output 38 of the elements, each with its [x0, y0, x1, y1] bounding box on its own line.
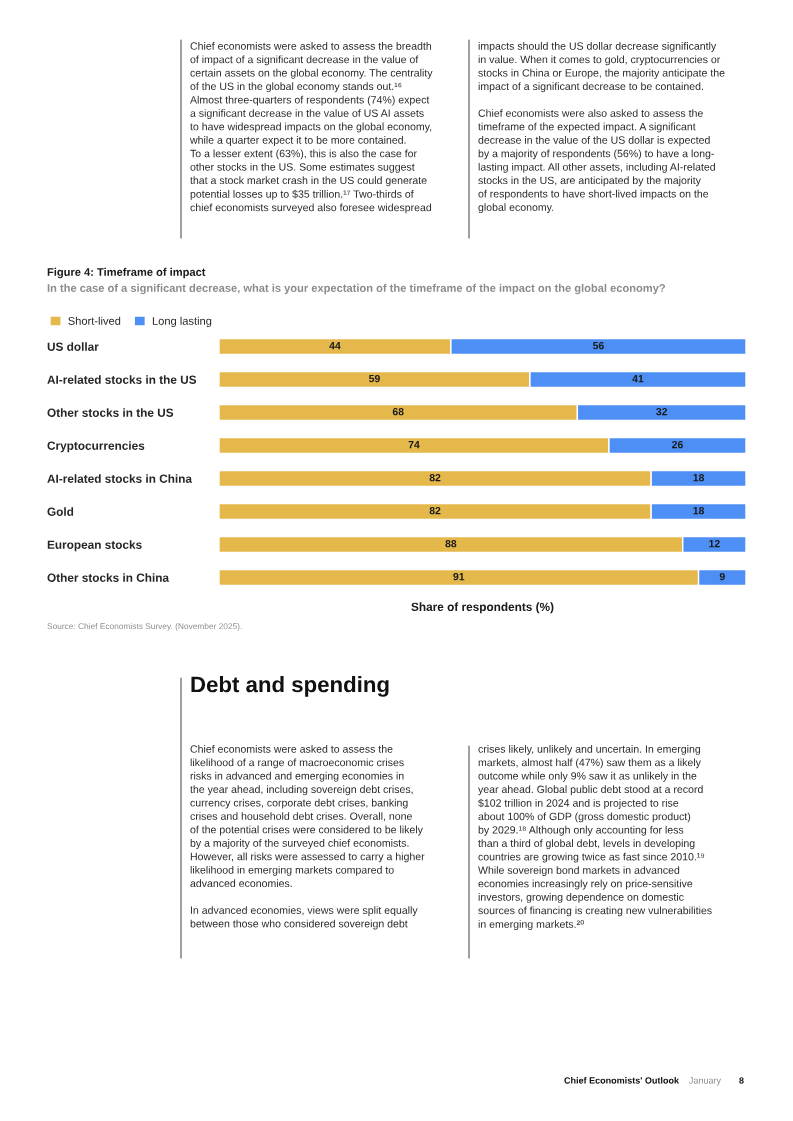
text: Chief economists were asked to assess the likelihood of a range of macroeconomic crises risks in advanced and emerging economies in the year ahead, including sovereign debt crises, currency crises, corporate debt crises, banking crises and household debt crises. Overall, none of the potential crises were considered to be likely by a majority of the surveyed chief economists. However, all risks were assessed to carry a higher likelihood in emerging markets compared to advanced economies. In advanced economies, views were split equally between those who considered sovereign debt — [190, 745, 425, 930]
y-tick-label: European stocks — [47, 540, 142, 552]
x-axis-title: Share of respondents (%) — [411, 602, 554, 614]
data-label: 82 — [429, 473, 441, 482]
data-label: 44 — [329, 342, 341, 350]
y-tick-label: Cryptocurrencies — [47, 441, 145, 453]
text: Debt and spending — [191, 676, 389, 697]
data-label: 82 — [429, 506, 441, 515]
data-label: 68 — [392, 407, 404, 416]
data-label: 18 — [693, 506, 705, 515]
text: 8 — [739, 1077, 744, 1084]
chart-subtitle: In the case of a significant decrease, what is your expectation of the timeframe of the impact on the global economy? — [47, 283, 666, 295]
data-label: 41 — [632, 375, 644, 383]
data-label: 59 — [368, 374, 380, 383]
data-label: 26 — [672, 440, 683, 449]
y-tick-label: US dollar — [47, 342, 99, 351]
source-note: Source: Chief Economists Survey. (November 2025). — [47, 623, 242, 631]
data-label: 9 — [719, 572, 725, 581]
data-label: 12 — [709, 539, 720, 548]
data-label: 56 — [592, 341, 604, 350]
text: impacts should the US dollar decrease significantly in value. When it comes to gold, cryptocurrencies or stocks in China or Europe, the majority anticipate the impact of a significant decrease to be contained. Chief economists were also asked to assess the timeframe of the expected impact. A significant decrease in the value of the US dollar is expected by a majority of respondents (56%) to have a long- lasting impact. All other assets, including AI-related stocks in the US, are anticipated by the majority of respondents to have short-lived impacts on the global economy. — [478, 42, 725, 214]
y-tick-label: Other stocks in the US — [47, 408, 174, 417]
data-label: 32 — [656, 407, 668, 416]
text: Chief economists were asked to assess the breadth of impact of a significant decrease in the value of certain assets on the global economy. The centrality of the US in the global economy stands out.¹⁶ Almost three-quarters of respondents (74%) expect a significant decrease in the value of US AI assets to have widespread impacts on the global economy, while a quarter expect it to be more contained. To a lesser extent (63%), this is also the case for other stocks in the US. Some estimates suggest that a stock market crash in the US could generate potential losses up to $35 trillion.¹⁷ Two-thirds of chief economists surveyed also foresee widespread — [189, 42, 433, 214]
data-label: 74 — [408, 441, 420, 449]
legend-label: Short-lived — [68, 316, 121, 325]
data-label: 18 — [693, 473, 705, 482]
text: January — [689, 1077, 721, 1086]
y-tick-label: AI-related stocks in China — [47, 474, 193, 483]
text: Figure 4: Timeframe of impact — [47, 267, 206, 279]
y-tick-label: Gold — [47, 507, 74, 516]
legend-label: Long lasting — [152, 316, 212, 328]
y-tick-label: Other stocks in China — [47, 573, 170, 582]
data-label: 88 — [445, 539, 457, 548]
data-label: 91 — [453, 572, 465, 581]
y-tick-label: AI-related stocks in the US — [47, 375, 197, 384]
text: crises likely, unlikely and uncertain. In emerging markets, almost half (47%) saw them as a likely outcome while only 9% saw it as unlikely in the year ahead. Global public debt stood at a record $102 trillion in 2024 and is projected to rise about 100% of GDP (gross domestic product) by 2029.¹⁸ Although only accounting for less than a third of global debt, levels in developing countries are growing twice as fast since 2010.¹⁹ While sovereign bond markets in advanced economies increasingly rely on price-sensitive investors, growing dependence on domestic sources of financing is creating new vulnerabilities in emerging markets.²⁰ — [478, 745, 712, 931]
text: Chief Economists' Outlook — [564, 1077, 680, 1084]
